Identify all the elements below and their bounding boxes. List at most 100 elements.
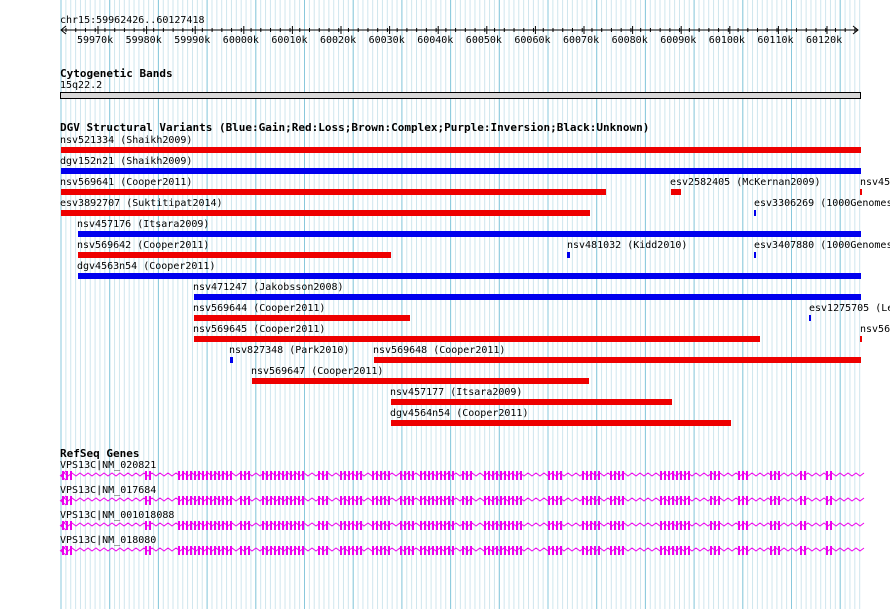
gene-exon [326,546,328,555]
sv-feature-label[interactable]: dgv4563n54 (Cooper2011) [77,261,216,272]
sv-feature-bar[interactable] [671,189,681,195]
gene-exon [774,546,776,555]
sv-feature-label[interactable]: nsv56 [860,324,890,335]
gene-exon [664,471,666,480]
gene-exon [500,471,502,480]
gene-exon [586,496,588,505]
gene-exon [660,496,662,505]
sv-feature-label[interactable]: nsv569645 (Cooper2011) [193,324,326,335]
sv-feature-bar[interactable] [61,147,861,153]
gene-exon [226,471,228,480]
gene-exon [556,521,558,530]
gene-exon [688,471,690,480]
sv-feature-bar[interactable] [78,273,861,279]
sv-feature-bar[interactable] [754,210,756,216]
gene-exon [560,546,562,555]
gene-exon [408,496,410,505]
sv-feature-label[interactable]: nsv569641 (Cooper2011) [60,177,193,188]
ruler[interactable] [0,0,890,50]
gene-model[interactable] [59,470,865,481]
gene-exon [738,546,740,555]
gene-exon [298,546,300,555]
gene-exon [352,521,354,530]
sv-feature-label[interactable]: nsv569644 (Cooper2011) [193,303,326,314]
sv-feature-label[interactable]: esv3892707 (Suktitipat2014) [60,198,223,209]
gene-exon [380,521,382,530]
sv-feature-label[interactable]: nsv569647 (Cooper2011) [251,366,384,377]
sv-feature-bar[interactable] [391,399,672,405]
gene-model[interactable] [59,520,865,531]
sv-feature-label[interactable]: nsv481032 (Kidd2010) [567,240,688,251]
sv-feature-label[interactable]: nsv521334 (Shaikh2009) [60,135,193,146]
gene-exon [614,471,616,480]
gene-exon [302,496,304,505]
sv-feature-label[interactable]: nsv471247 (Jakobsson2008) [193,282,344,293]
sv-feature-bar[interactable] [61,210,590,216]
gene-label[interactable]: VPS13C|NM_001018088 [60,510,175,521]
gene-exon [348,471,350,480]
sv-feature-label[interactable]: dgv152n21 (Shaikh2009) [60,156,193,167]
gene-exon [356,471,358,480]
sv-feature-label[interactable]: nsv827348 (Park2010) [229,345,350,356]
gene-exon [70,471,72,480]
sv-feature-label[interactable]: esv3407880 (1000Genomes [754,240,890,251]
sv-feature-bar[interactable] [78,252,391,258]
gene-label[interactable]: VPS13C|NM_018080 [60,535,157,546]
sv-feature-label[interactable]: nsv457177 (Itsara2009) [390,387,523,398]
gene-exon [182,471,184,480]
gene-exon [376,521,378,530]
gene-exon [512,546,514,555]
cytoband-bar[interactable] [60,92,861,99]
sv-feature-bar[interactable] [61,189,606,195]
gene-exon [298,521,300,530]
sv-feature-bar[interactable] [860,336,862,342]
gene-exon [182,496,184,505]
gene-exon [222,496,224,505]
sv-feature-bar[interactable] [61,168,861,174]
sv-feature-bar[interactable] [567,252,570,258]
sv-feature-label[interactable]: esv2582405 (McKernan2009) [670,177,821,188]
gene-exon [714,521,716,530]
sv-feature-label[interactable]: nsv569642 (Cooper2011) [77,240,210,251]
gene-exon [356,496,358,505]
sv-feature-bar[interactable] [754,252,756,258]
sv-feature-label[interactable]: nsv457176 (Itsara2009) [77,219,210,230]
sv-feature-bar[interactable] [230,357,233,363]
gene-exon [294,546,296,555]
gene-model[interactable] [59,495,865,506]
gene-exon [552,471,554,480]
gene-exon [718,496,720,505]
gene-exon [70,546,72,555]
gene-exon [742,546,744,555]
gene-exon [322,521,324,530]
gene-exon [282,496,284,505]
sv-feature-bar[interactable] [78,231,861,237]
gene-exon [62,471,64,480]
gene-exon [302,521,304,530]
sv-feature-bar[interactable] [374,357,861,363]
sv-feature-label[interactable]: dgv4564n54 (Cooper2011) [390,408,529,419]
sv-feature-bar[interactable] [194,336,760,342]
gene-label[interactable]: VPS13C|NM_020821 [60,460,157,471]
gene-exon [348,521,350,530]
sv-feature-label[interactable]: nsv45 [860,177,890,188]
gene-model[interactable] [59,545,865,556]
gene-exon [672,521,674,530]
sv-feature-bar[interactable] [252,378,589,384]
sv-feature-label[interactable]: esv3306269 (1000Genomes [754,198,890,209]
gene-exon [202,521,204,530]
sv-feature-bar[interactable] [391,420,731,426]
sv-feature-bar[interactable] [194,315,410,321]
gene-exon [404,471,406,480]
sv-feature-label[interactable]: esv1275705 (Le [809,303,890,314]
sv-feature-bar[interactable] [860,189,862,195]
gene-exon [340,496,342,505]
gene-exon [270,496,272,505]
gene-label[interactable]: VPS13C|NM_017684 [60,485,157,496]
sv-feature-label[interactable]: nsv569648 (Cooper2011) [373,345,506,356]
sv-feature-bar[interactable] [809,315,811,321]
gene-exon [778,496,780,505]
gene-exon [710,546,712,555]
sv-feature-bar[interactable] [194,294,861,300]
